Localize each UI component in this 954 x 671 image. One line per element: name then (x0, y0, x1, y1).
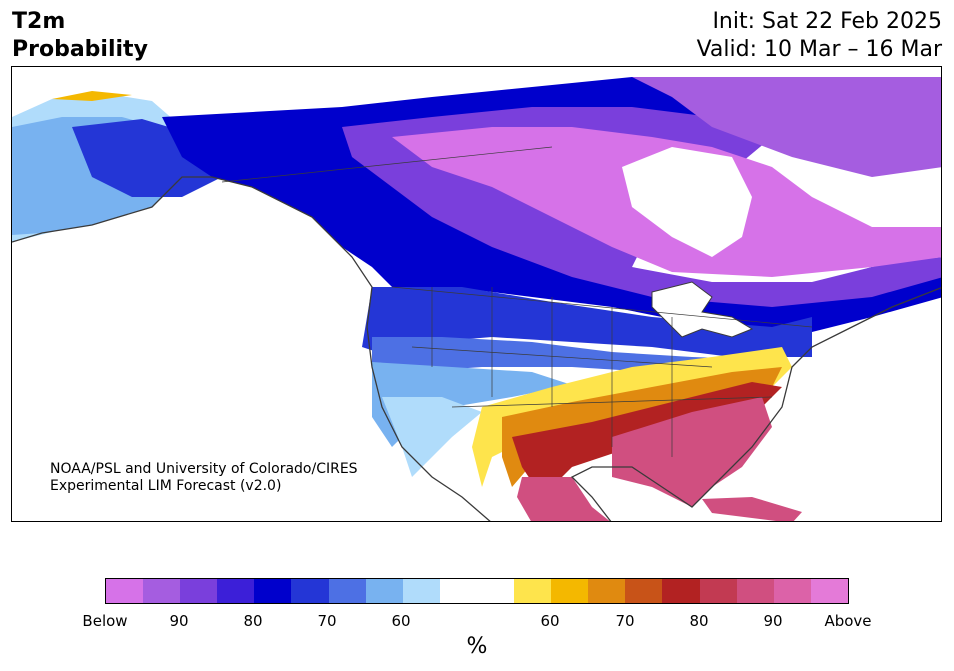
colorbar-tick-label: 70 (317, 612, 337, 630)
region-alaska-yellow (52, 91, 132, 101)
colorbar-cell (810, 579, 848, 603)
credit-line-1: NOAA/PSL and University of Colorado/CIRE… (50, 461, 358, 477)
probability-map (12, 77, 941, 521)
colorbar-tick-label: 90 (763, 612, 783, 630)
map-title: T2m Probability (12, 8, 148, 64)
colorbar-cell (402, 579, 440, 603)
colorbar-cell (551, 579, 589, 603)
region-cuba (702, 497, 802, 521)
region-arctic-violet (632, 77, 941, 177)
region-se-pink (612, 397, 772, 507)
colorbar-cell (625, 579, 663, 603)
credit-text: NOAA/PSL and University of Colorado/CIRE… (50, 461, 358, 495)
colorbar-cell (773, 579, 811, 603)
colorbar-tick-label: 70 (615, 612, 635, 630)
title-quantity: Probability (12, 37, 148, 62)
region-us-lightblue (372, 362, 572, 447)
colorbar-cell (143, 579, 181, 603)
map-panel: NOAA/PSL and University of Colorado/CIRE… (11, 66, 942, 522)
region-mexico-pink (517, 477, 610, 521)
region-us-palestblue (382, 397, 482, 477)
colorbar-cell (291, 579, 329, 603)
colorbar-tick-label: Below (82, 612, 128, 630)
great-lakes (651, 281, 754, 338)
colorbar-cell (106, 579, 144, 603)
colorbar-tick-label: 90 (169, 612, 189, 630)
colorbar-cell (439, 579, 477, 603)
colorbar-cell (217, 579, 255, 603)
colorbar-cell (588, 579, 626, 603)
colorbar-tick-label: 60 (540, 612, 560, 630)
valid-range: Valid: 10 Mar – 16 Mar (696, 37, 942, 62)
region-us-north-blue (362, 287, 812, 357)
credit-line-2: Experimental LIM Forecast (v2.0) (50, 478, 282, 494)
colorbar-tick-label: Above (824, 612, 872, 630)
forecast-dates: Init: Sat 22 Feb 2025 Valid: 10 Mar – 16… (697, 8, 942, 64)
colorbar-tick-label: 60 (391, 612, 411, 630)
colorbar-cell (736, 579, 774, 603)
colorbar-cell (476, 579, 515, 603)
colorbar-cell (662, 579, 700, 603)
colorbar-cell (514, 579, 552, 603)
colorbar-cell (328, 579, 366, 603)
political-boundaries (221, 146, 813, 457)
coastline-outline (12, 176, 941, 521)
colorbar-cell (365, 579, 403, 603)
colorbar-cell (699, 579, 737, 603)
colorbar-unit: % (466, 634, 488, 659)
colorbar-cell (180, 579, 218, 603)
region-hudson-bay (622, 147, 752, 257)
init-date: Init: Sat 22 Feb 2025 (712, 9, 942, 34)
colorbar-tick-label: 80 (689, 612, 709, 630)
title-variable: T2m (12, 9, 66, 34)
colorbar-cell (254, 579, 292, 603)
colorbar (105, 578, 849, 604)
colorbar-tick-label: 80 (243, 612, 263, 630)
